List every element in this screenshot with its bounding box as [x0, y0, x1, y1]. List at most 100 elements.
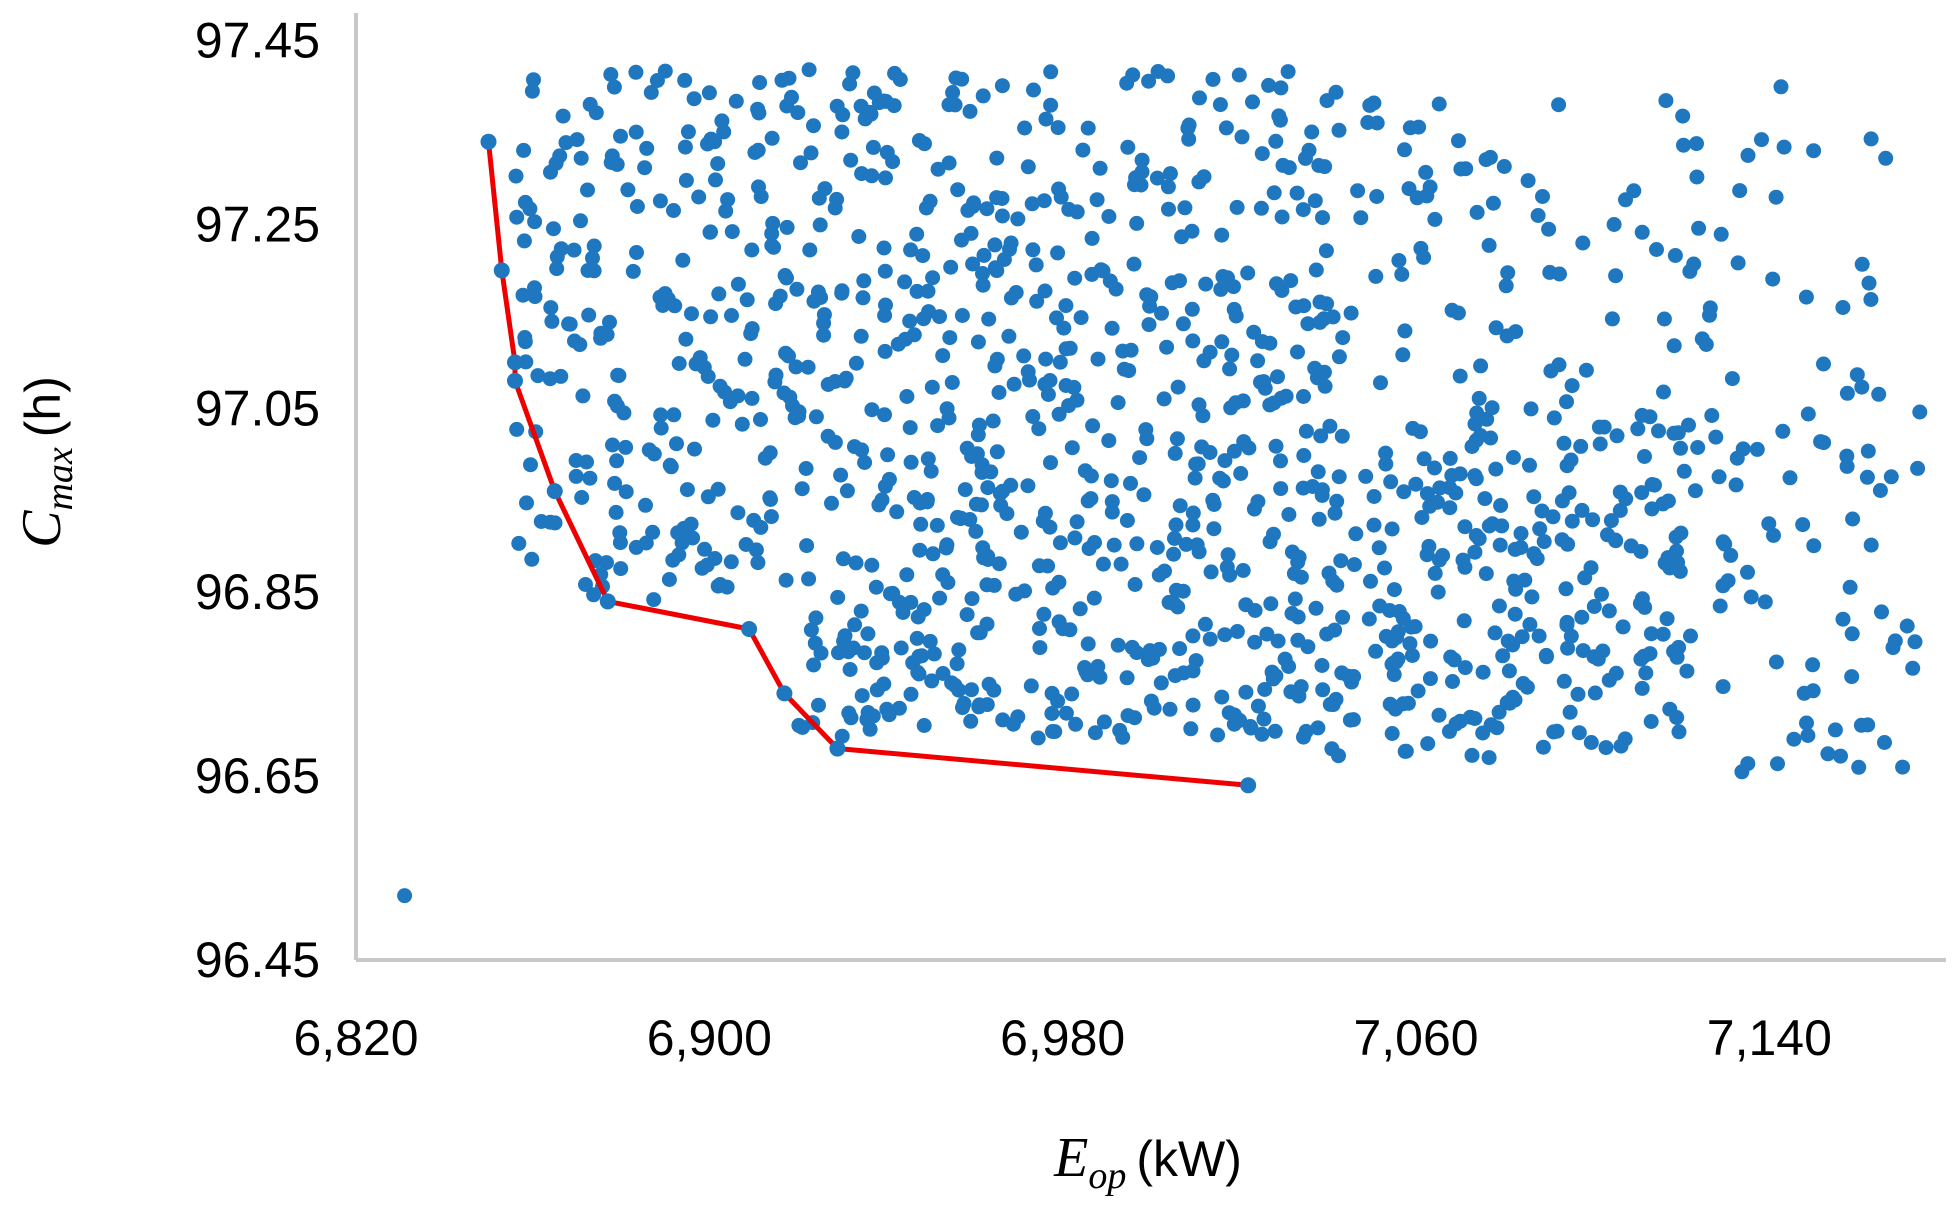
data-point — [1473, 358, 1489, 374]
data-point — [957, 482, 973, 498]
data-point — [950, 509, 965, 525]
x-tick-label: 6,820 — [293, 1010, 418, 1066]
data-point — [1531, 628, 1547, 644]
data-point — [1281, 659, 1297, 674]
data-point — [1343, 305, 1359, 321]
data-point — [1275, 157, 1291, 173]
data-point — [605, 437, 620, 453]
data-point — [711, 286, 727, 302]
data-point — [1003, 477, 1019, 493]
data-point — [847, 439, 862, 455]
data-point — [1806, 143, 1822, 159]
data-point — [909, 226, 925, 242]
pareto-point — [776, 685, 793, 702]
data-point — [701, 85, 717, 101]
data-point — [779, 98, 795, 114]
data-point — [1084, 230, 1100, 246]
data-point — [527, 214, 543, 230]
data-point — [1720, 573, 1736, 589]
data-point — [723, 554, 739, 570]
data-point — [1236, 434, 1252, 450]
data-point — [1008, 586, 1024, 602]
data-point — [662, 457, 678, 473]
data-point — [1416, 249, 1432, 265]
data-point — [1471, 390, 1487, 406]
data-point — [1101, 209, 1117, 224]
data-point — [947, 97, 963, 113]
data-point — [791, 404, 807, 420]
data-point — [1040, 558, 1056, 574]
data-point — [777, 268, 793, 283]
data-point — [1501, 663, 1517, 679]
data-point — [1110, 395, 1126, 411]
data-point — [1001, 328, 1017, 344]
data-point — [1456, 613, 1472, 629]
data-point — [915, 248, 931, 264]
data-point — [1052, 535, 1068, 551]
data-point — [602, 314, 617, 330]
data-point — [1296, 389, 1311, 404]
data-point — [1253, 200, 1269, 216]
data-point — [1626, 183, 1642, 199]
data-point — [1637, 449, 1652, 464]
data-point — [1224, 347, 1240, 363]
data-point — [1643, 714, 1659, 729]
data-point — [964, 449, 980, 464]
data-point — [1617, 731, 1633, 747]
data-point — [1038, 351, 1054, 367]
data-point — [1408, 476, 1424, 492]
data-point — [909, 283, 925, 299]
data-point — [1452, 368, 1468, 384]
data-point — [753, 412, 768, 427]
data-point — [1689, 169, 1705, 185]
pareto-point — [1240, 777, 1257, 794]
data-point — [1331, 469, 1347, 485]
data-point — [744, 242, 760, 258]
data-point — [1243, 720, 1259, 736]
data-point — [1005, 716, 1021, 732]
data-point — [951, 642, 967, 658]
data-point — [1712, 598, 1728, 614]
data-point — [523, 457, 538, 473]
data-point — [968, 523, 984, 539]
data-point — [1129, 215, 1145, 231]
data-point — [920, 283, 936, 299]
data-point — [1467, 544, 1483, 560]
data-point — [508, 168, 524, 184]
data-point — [1563, 452, 1579, 468]
data-point — [876, 676, 892, 692]
data-point — [516, 233, 532, 249]
data-point — [1630, 421, 1646, 437]
data-point — [1448, 485, 1464, 501]
data-point — [1754, 132, 1769, 148]
data-point — [834, 124, 850, 140]
data-point — [841, 705, 857, 721]
data-point — [1257, 682, 1273, 697]
data-point — [574, 490, 590, 505]
data-point — [999, 506, 1015, 522]
data-point — [1149, 170, 1165, 186]
data-point — [1806, 538, 1822, 554]
data-point — [1874, 604, 1889, 620]
data-point — [1051, 181, 1067, 197]
outlier-point — [397, 888, 413, 904]
data-point — [1861, 275, 1877, 291]
data-point — [1300, 639, 1316, 655]
pareto-point — [546, 483, 563, 500]
data-point — [1020, 159, 1036, 175]
data-point — [708, 172, 723, 188]
data-point — [1110, 637, 1126, 653]
data-point — [1184, 301, 1200, 317]
data-point — [902, 420, 918, 436]
data-point — [1030, 730, 1046, 746]
data-point — [1266, 185, 1282, 201]
data-point — [612, 535, 628, 551]
data-point — [724, 224, 740, 240]
data-point — [1730, 255, 1746, 271]
data-point — [1154, 305, 1169, 321]
data-point — [1854, 256, 1870, 272]
data-point — [511, 535, 527, 551]
data-point — [1366, 517, 1382, 533]
data-point — [1067, 530, 1083, 546]
